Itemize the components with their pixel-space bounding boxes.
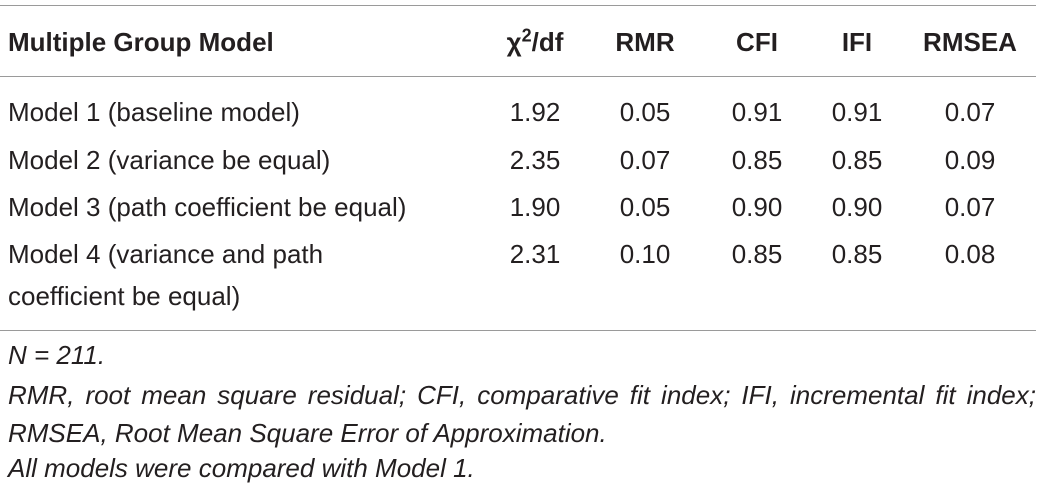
header-cell: Multiple Group Model <box>8 27 274 57</box>
note: N = 211. <box>8 340 106 370</box>
number-cell: 0.08 <box>944 239 996 269</box>
label-cell: Model 2 (variance be equal) <box>8 145 331 175</box>
number-cell: 0.85 <box>731 239 783 269</box>
number-cell: 2.35 <box>509 145 561 175</box>
number-cell: 1.90 <box>509 192 561 222</box>
number-cell: 0.05 <box>619 192 671 222</box>
header-text: χ <box>506 27 522 57</box>
number-cell: 0.07 <box>619 145 671 175</box>
number-cell: 0.90 <box>731 192 783 222</box>
note: All models were compared with Model 1. <box>8 453 475 483</box>
number-cell: 0.90 <box>831 192 883 222</box>
number-cell: 0.85 <box>831 239 883 269</box>
number-cell: 0.09 <box>944 145 996 175</box>
header-rule <box>0 76 1036 77</box>
number-cell: 0.10 <box>619 239 671 269</box>
bottom-rule <box>0 330 1036 331</box>
number-cell: 0.07 <box>944 97 996 127</box>
top-rule <box>0 5 1036 6</box>
header-cell: RMR <box>615 27 675 57</box>
header-cell: χ2/df <box>465 21 605 63</box>
number-cell: 0.91 <box>831 97 883 127</box>
label-cell: Model 3 (path coefficient be equal) <box>8 192 407 222</box>
number-cell: 0.91 <box>731 97 783 127</box>
number-cell: 0.05 <box>619 97 671 127</box>
number-cell: 0.85 <box>731 145 783 175</box>
number-cell: 2.31 <box>509 239 561 269</box>
header-cell: RMSEA <box>923 27 1017 57</box>
header-cell: CFI <box>736 27 778 57</box>
number-cell: 1.92 <box>509 97 561 127</box>
header-cell: IFI <box>841 27 873 57</box>
note: RMR, root mean square residual; CFI, com… <box>8 380 1036 448</box>
number-cell: 0.85 <box>831 145 883 175</box>
number-cell: 0.07 <box>944 192 996 222</box>
header-text: /df <box>531 27 564 57</box>
superscript: 2 <box>521 25 532 46</box>
label-cell: Model 4 (variance and path coefficient b… <box>8 239 324 311</box>
label-cell: Model 1 (baseline model) <box>8 97 300 127</box>
